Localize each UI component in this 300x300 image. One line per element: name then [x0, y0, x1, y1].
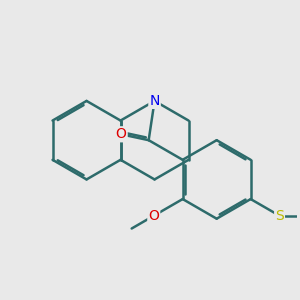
Text: O: O: [148, 209, 159, 223]
Text: S: S: [275, 209, 284, 223]
Text: N: N: [149, 94, 160, 108]
Text: O: O: [116, 127, 127, 141]
